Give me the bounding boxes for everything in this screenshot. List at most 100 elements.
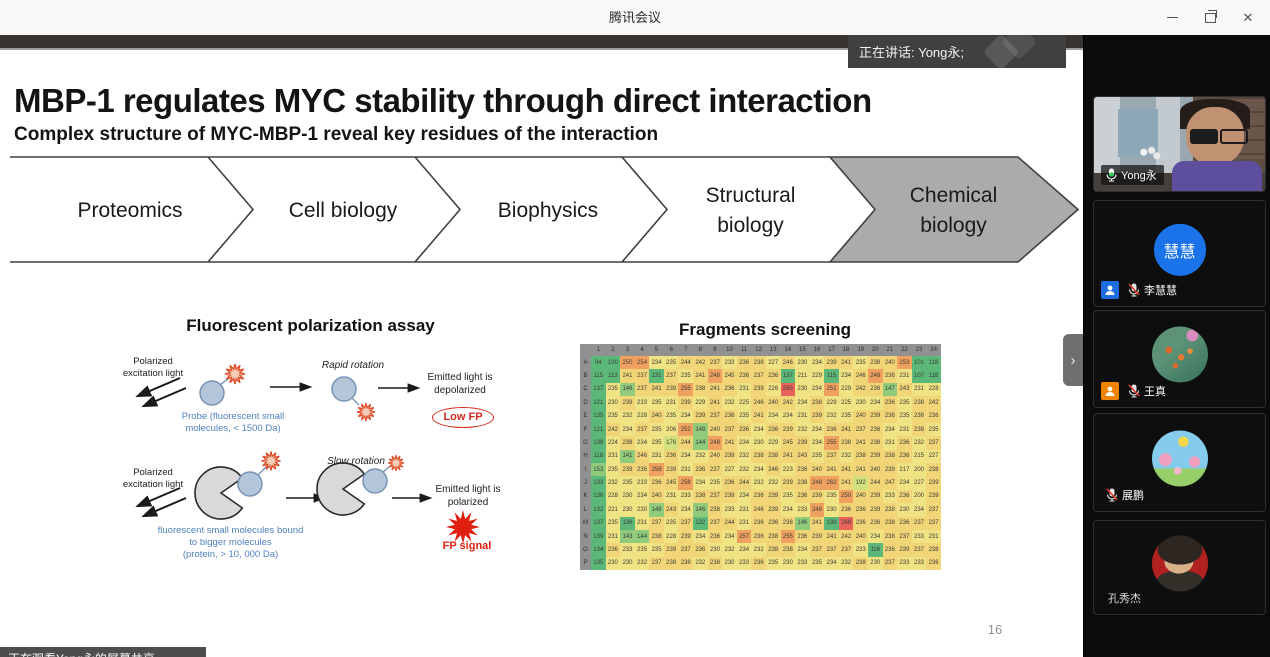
heatmap-cell: 235 [809, 556, 825, 570]
heatmap-cell: 236 [882, 543, 898, 557]
heatmap-cell: 246 [765, 463, 781, 477]
heatmap-cell: 229 [824, 396, 839, 410]
heatmap-cell: 230 [751, 436, 766, 450]
heatmap-cell: 234 [736, 436, 752, 450]
close-button[interactable]: ✕ [1242, 9, 1254, 25]
heatmap-cell: 237 [911, 516, 927, 530]
participant-tile-lihuihui[interactable]: 慧慧 李慧慧 [1093, 200, 1266, 307]
heatmap-cell: 215 [911, 449, 927, 463]
heatmap-cell: 230 [780, 556, 796, 570]
heatmap-cell: 239 [620, 396, 635, 410]
minimize-button[interactable] [1158, 5, 1186, 31]
heatmap-cell: 146 [620, 382, 635, 397]
fp-row1-left-label: Polarized excitation light [122, 356, 184, 379]
heatmap-cell: 236 [853, 516, 868, 530]
heatmap-cell: 131 [649, 369, 664, 383]
heatmap-cell: 230 [707, 543, 723, 557]
heatmap-cell: 239 [663, 463, 679, 477]
screen-share-view: MBP-1 regulates MYC stability through di… [0, 35, 1083, 657]
heatmap-cell: 244 [678, 436, 694, 450]
heatmap-cell: 233 [795, 556, 810, 570]
heatmap-cell: 244 [736, 476, 752, 490]
heatmap-cell: 235 [649, 436, 664, 450]
heatmap-cell: 238 [853, 449, 868, 463]
heatmap-cell: 118 [591, 449, 606, 463]
heatmap-cell: 229 [809, 369, 825, 383]
heatmap-cell: 246 [780, 356, 796, 370]
heatmap-cell: 236 [736, 356, 752, 370]
participant-tile-zhanpeng[interactable]: 展鹏 [1093, 413, 1266, 512]
viewing-share-overlay-text: 正在观看Yong永的屏幕共享 [0, 647, 206, 657]
heatmap-cell: 239 [722, 489, 737, 504]
heatmap-cell: 146 [795, 516, 810, 530]
heatmap-cell: 137 [780, 369, 796, 383]
heatmap-cell: 225 [736, 396, 752, 410]
heatmap-row: E 135 235 232 228 240 235 234 239 237 236 235 241 234… [580, 409, 941, 423]
heatmap-cell: 238 [707, 556, 723, 570]
heatmap-cell: 228 [663, 529, 679, 544]
heatmap-cell: 153 [591, 463, 606, 477]
heatmap-cell: 238 [751, 449, 766, 463]
heatmap-cell: 255 [678, 382, 694, 397]
heatmap-cell: 234 [620, 422, 635, 437]
heatmap-cell: 237 [707, 489, 723, 504]
participant-tile-yong[interactable]: Yong永 [1093, 96, 1266, 192]
heatmap-cell: 235 [649, 422, 664, 437]
heatmap-cell: 241 [809, 516, 825, 530]
heatmap-cell: 239 [663, 382, 679, 397]
mic-muted-icon [1106, 488, 1118, 502]
heatmap-cell: 239 [765, 489, 781, 504]
heatmap-cell: 234 [693, 476, 708, 490]
heatmap-cell: 236 [751, 556, 766, 570]
heatmap-cell: 238 [663, 556, 679, 570]
heatmap-cell: 248 [867, 369, 883, 383]
heatmap-cell: 236 [765, 516, 781, 530]
heatmap-cell: 206 [663, 422, 679, 437]
heatmap-cell: 238 [882, 503, 898, 517]
heatmap-cell: 238 [853, 556, 868, 570]
heatmap-cell: 245 [663, 476, 679, 490]
heatmap-cell: 230 [605, 396, 621, 410]
heatmap-cell: 238 [693, 382, 708, 397]
heatmap-cell: 236 [897, 489, 912, 504]
heatmap-cell: 239 [722, 449, 737, 463]
fp-row2-result-label: Emitted light is polarized [435, 484, 501, 508]
heatmap-cell: 232 [824, 409, 839, 423]
heatmap-cell: 231 [678, 463, 694, 477]
heatmap-cell: 241 [853, 463, 868, 477]
heatmap-cell: 235 [809, 449, 825, 463]
heatmap-cell: 232 [751, 476, 766, 490]
heatmap-cell: 248 [707, 369, 723, 383]
restore-button[interactable] [1196, 5, 1224, 31]
heatmap-cell: 236 [795, 463, 810, 477]
heatmap-cell: 238 [809, 396, 825, 410]
heatmap-cell: 237 [678, 543, 694, 557]
heatmap-cell: 238 [867, 356, 883, 370]
sidebar-collapse-handle[interactable]: › [1063, 334, 1083, 386]
heatmap-cell: 242 [838, 529, 854, 544]
heatmap-cell: 192 [853, 476, 868, 490]
heatmap-cell: 239 [867, 503, 883, 517]
participant-tile-kongxiujie[interactable]: 孔秀杰 [1093, 520, 1266, 615]
participant-tile-wangzhen[interactable]: 王真 [1093, 310, 1266, 408]
slide-page-number: 16 [987, 622, 1003, 637]
heatmap-cell: 241 [824, 529, 839, 544]
heatmap-cell: 241 [707, 382, 723, 397]
heatmap-cell: 238 [765, 529, 781, 544]
heatmap-cell: 235 [897, 409, 912, 423]
heatmap-cell: 237 [824, 543, 839, 557]
heatmap-cell: 232 [693, 556, 708, 570]
heatmap-cell: 239 [867, 449, 883, 463]
heatmap-cell: 232 [634, 556, 650, 570]
heatmap-cell: 234 [795, 396, 810, 410]
heatmap-cell: 237 [926, 503, 941, 517]
heatmap-cell: 230 [824, 503, 839, 517]
fp-signal-badge: FP signal [442, 540, 492, 552]
pipeline-step-proteomics: Proteomics [77, 199, 183, 222]
participant-name: 孔秀杰 [1108, 593, 1141, 605]
heatmap-cell: 246 [853, 369, 868, 383]
heatmap-cell: 233 [911, 529, 927, 544]
protein-pacman-icon [194, 466, 244, 520]
heatmap-cell: 234 [867, 396, 883, 410]
heatmap-cell: 238 [882, 529, 898, 544]
